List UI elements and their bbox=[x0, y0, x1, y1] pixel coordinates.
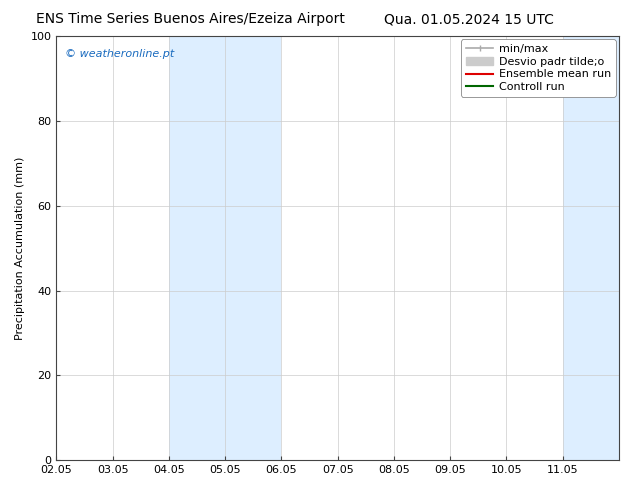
Text: © weatheronline.pt: © weatheronline.pt bbox=[65, 49, 174, 59]
Legend: min/max, Desvio padr tilde;o, Ensemble mean run, Controll run: min/max, Desvio padr tilde;o, Ensemble m… bbox=[461, 40, 616, 97]
Text: Qua. 01.05.2024 15 UTC: Qua. 01.05.2024 15 UTC bbox=[384, 12, 554, 26]
Y-axis label: Precipitation Accumulation (mm): Precipitation Accumulation (mm) bbox=[15, 156, 25, 340]
Bar bbox=[563, 36, 619, 460]
Bar bbox=[169, 36, 281, 460]
Text: ENS Time Series Buenos Aires/Ezeiza Airport: ENS Time Series Buenos Aires/Ezeiza Airp… bbox=[36, 12, 345, 26]
